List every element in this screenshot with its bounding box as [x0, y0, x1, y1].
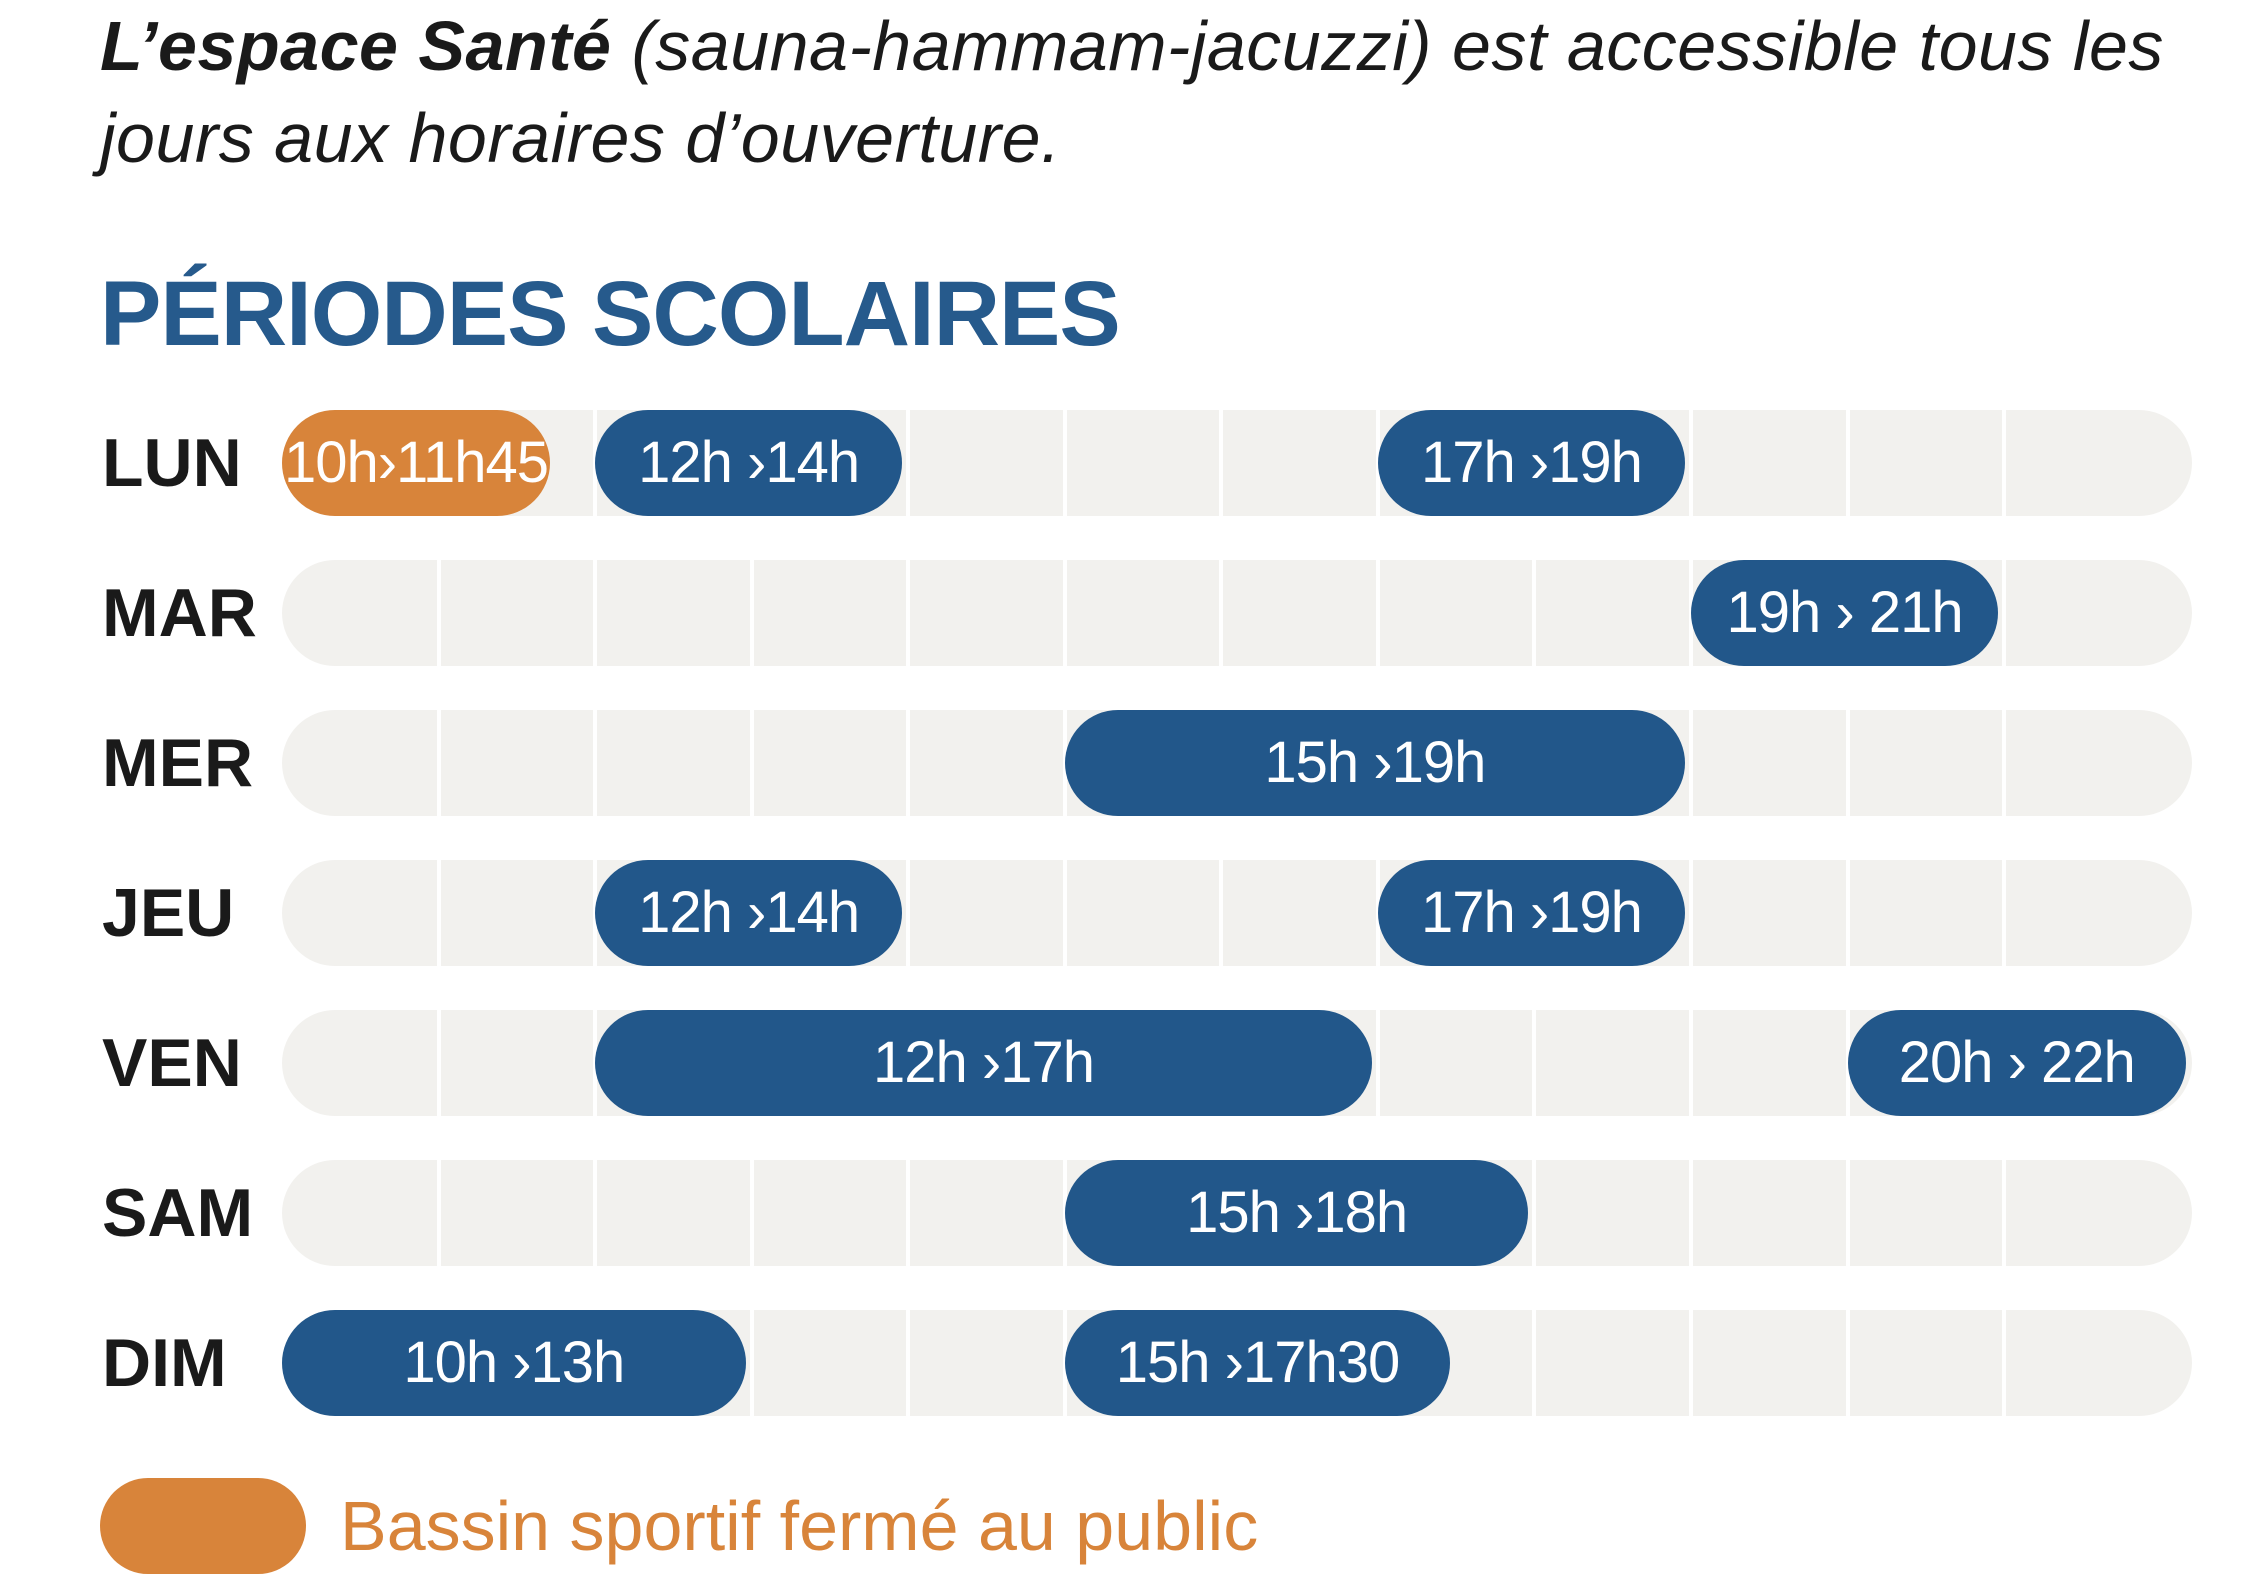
hour-separator: [1062, 410, 1067, 516]
hour-separator: [1845, 410, 1850, 516]
day-row-sam: SAM 15h ›18h: [0, 1160, 2244, 1266]
hour-separator: [1219, 410, 1224, 516]
hour-separator: [1689, 1310, 1694, 1416]
time-slot: 12h ›14h: [595, 410, 903, 516]
day-label: VEN: [102, 1025, 242, 1101]
hour-separator: [1532, 1010, 1537, 1116]
hour-separator: [436, 710, 441, 816]
hour-separator: [906, 1310, 911, 1416]
hour-separator: [2002, 1310, 2007, 1416]
hour-separator: [436, 560, 441, 666]
time-slot: 17h ›19h: [1377, 410, 1685, 516]
hour-separator: [1062, 860, 1067, 966]
hour-separator: [1375, 1010, 1380, 1116]
hour-separator: [1689, 860, 1694, 966]
hour-separator: [436, 1160, 441, 1266]
time-slot: 15h ›19h: [1064, 710, 1685, 816]
intro-text: L’espace Santé (sauna-hammam-jacuzzi) es…: [100, 0, 2180, 184]
hour-separator: [906, 860, 911, 966]
day-label: DIM: [102, 1325, 227, 1401]
hour-separator: [1532, 1160, 1537, 1266]
hour-separator: [906, 710, 911, 816]
day-row-jeu: JEU 12h ›14h 17h ›19h: [0, 860, 2244, 966]
hour-separator: [1532, 560, 1537, 666]
hour-separator: [906, 1160, 911, 1266]
day-track: [282, 860, 2192, 966]
hour-separator: [593, 1160, 598, 1266]
hour-separator: [749, 1160, 754, 1266]
hour-separator: [2002, 710, 2007, 816]
time-slot: 12h ›17h: [595, 1010, 1372, 1116]
hour-separator: [1689, 410, 1694, 516]
hour-separator: [1532, 1310, 1537, 1416]
hour-separator: [2002, 410, 2007, 516]
day-row-mer: MER 15h ›19h: [0, 710, 2244, 816]
hour-separator: [1845, 860, 1850, 966]
time-slot: 15h ›17h30: [1064, 1310, 1451, 1416]
day-label: JEU: [102, 875, 235, 951]
day-label: MAR: [102, 575, 257, 651]
day-row-mar: MAR 19h › 21h: [0, 560, 2244, 666]
intro-rest: (sauna-hammam-jacuzzi) est accessible to…: [100, 7, 2164, 177]
time-slot: 15h ›18h: [1064, 1160, 1529, 1266]
time-slot: 10h ›13h: [282, 1310, 746, 1416]
day-row-lun: LUN 10h›11h45 12h ›14h 17h ›19h: [0, 410, 2244, 516]
hour-separator: [436, 860, 441, 966]
time-slot: 19h › 21h: [1691, 560, 1999, 666]
hour-separator: [1845, 1160, 1850, 1266]
legend-swatch: [100, 1478, 306, 1574]
hour-separator: [436, 1010, 441, 1116]
hour-separator: [1689, 710, 1694, 816]
hour-separator: [1219, 860, 1224, 966]
day-row-ven: VEN 12h ›17h 20h › 22h: [0, 1010, 2244, 1116]
hour-separator: [1689, 1160, 1694, 1266]
hour-separator: [1845, 1310, 1850, 1416]
hour-separator: [749, 710, 754, 816]
time-slot: 10h›11h45: [282, 410, 550, 516]
legend: Bassin sportif fermé au public: [100, 1478, 1700, 1574]
time-slot: 17h ›19h: [1377, 860, 1685, 966]
day-label: LUN: [102, 425, 242, 501]
hour-separator: [906, 560, 911, 666]
hour-separator: [1375, 560, 1380, 666]
day-row-dim: DIM 10h ›13h 15h ›17h30: [0, 1310, 2244, 1416]
section-title: PÉRIODES SCOLAIRES: [100, 263, 1121, 365]
intro-bold: L’espace Santé: [100, 7, 612, 85]
hour-separator: [2002, 560, 2007, 666]
day-label: SAM: [102, 1175, 254, 1251]
day-label: MER: [102, 725, 254, 801]
legend-label: Bassin sportif fermé au public: [340, 1487, 1259, 1565]
hour-separator: [593, 710, 598, 816]
hour-separator: [749, 1310, 754, 1416]
hour-separator: [2002, 1160, 2007, 1266]
hour-separator: [593, 560, 598, 666]
day-track: [282, 410, 2192, 516]
hour-separator: [906, 410, 911, 516]
time-slot: 20h › 22h: [1847, 1010, 2186, 1116]
hour-separator: [1845, 710, 1850, 816]
hour-separator: [2002, 860, 2007, 966]
hour-separator: [1689, 1010, 1694, 1116]
time-slot: 12h ›14h: [595, 860, 903, 966]
hour-separator: [1219, 560, 1224, 666]
hour-separator: [749, 560, 754, 666]
hour-separator: [1062, 560, 1067, 666]
